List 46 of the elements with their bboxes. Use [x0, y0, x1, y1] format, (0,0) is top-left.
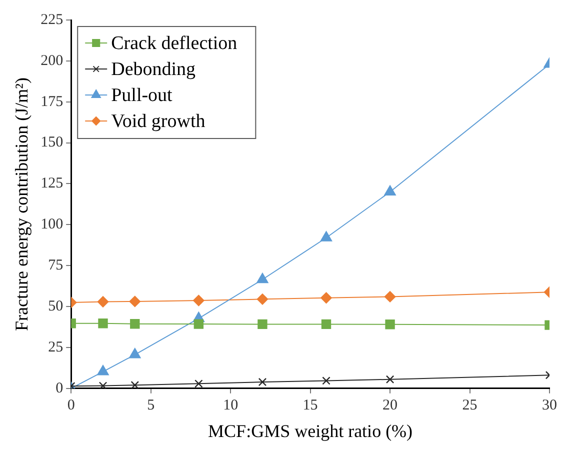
y-tick-label: 175	[40, 94, 64, 110]
point	[98, 382, 108, 388]
y-axis-title: Fracture energy contribution (J/m²)	[12, 77, 32, 331]
point	[384, 291, 396, 302]
legend-label: Void growth	[111, 110, 206, 132]
point	[97, 365, 109, 376]
point	[320, 231, 332, 242]
point	[258, 319, 268, 330]
point	[320, 292, 332, 304]
x-tick-label: 25	[462, 397, 478, 414]
x-tick-label: 20	[382, 397, 398, 414]
y-tick-label: 200	[40, 52, 64, 69]
point	[130, 319, 140, 329]
point	[386, 375, 394, 384]
x-tick-label: 10	[223, 397, 238, 414]
y-tick-label: 75	[48, 258, 64, 274]
y-tick-label: 125	[40, 176, 64, 192]
y-tick-label: 50	[48, 298, 64, 314]
y-tick-label: 225	[40, 12, 64, 28]
point	[256, 294, 268, 305]
point	[258, 378, 267, 386]
point	[129, 348, 141, 358]
x-tick-label: 5	[147, 397, 155, 414]
point	[193, 294, 204, 306]
point	[322, 376, 330, 385]
x-tick-label: 15	[302, 397, 318, 414]
x-tick-label: 0	[67, 397, 75, 414]
point	[130, 380, 140, 388]
point	[194, 380, 203, 388]
point	[321, 319, 332, 330]
x-axis-title: MCF:GMS weight ratio (%)	[208, 420, 413, 441]
point	[384, 185, 396, 196]
legend-label: Pull-out	[111, 84, 174, 106]
point	[256, 272, 268, 284]
point	[98, 318, 108, 328]
y-tick-label: 100	[40, 216, 64, 233]
point	[385, 320, 395, 330]
legend-label: Crack deflection	[111, 32, 238, 54]
y-tick-label: 0	[56, 380, 64, 396]
y-tick-label: 150	[40, 134, 64, 151]
point	[194, 319, 204, 329]
point	[97, 296, 109, 308]
y-tick-label: 25	[48, 339, 64, 356]
legend-label: Debonding	[111, 58, 196, 80]
x-tick-label: 30	[542, 397, 557, 414]
point	[129, 296, 140, 308]
